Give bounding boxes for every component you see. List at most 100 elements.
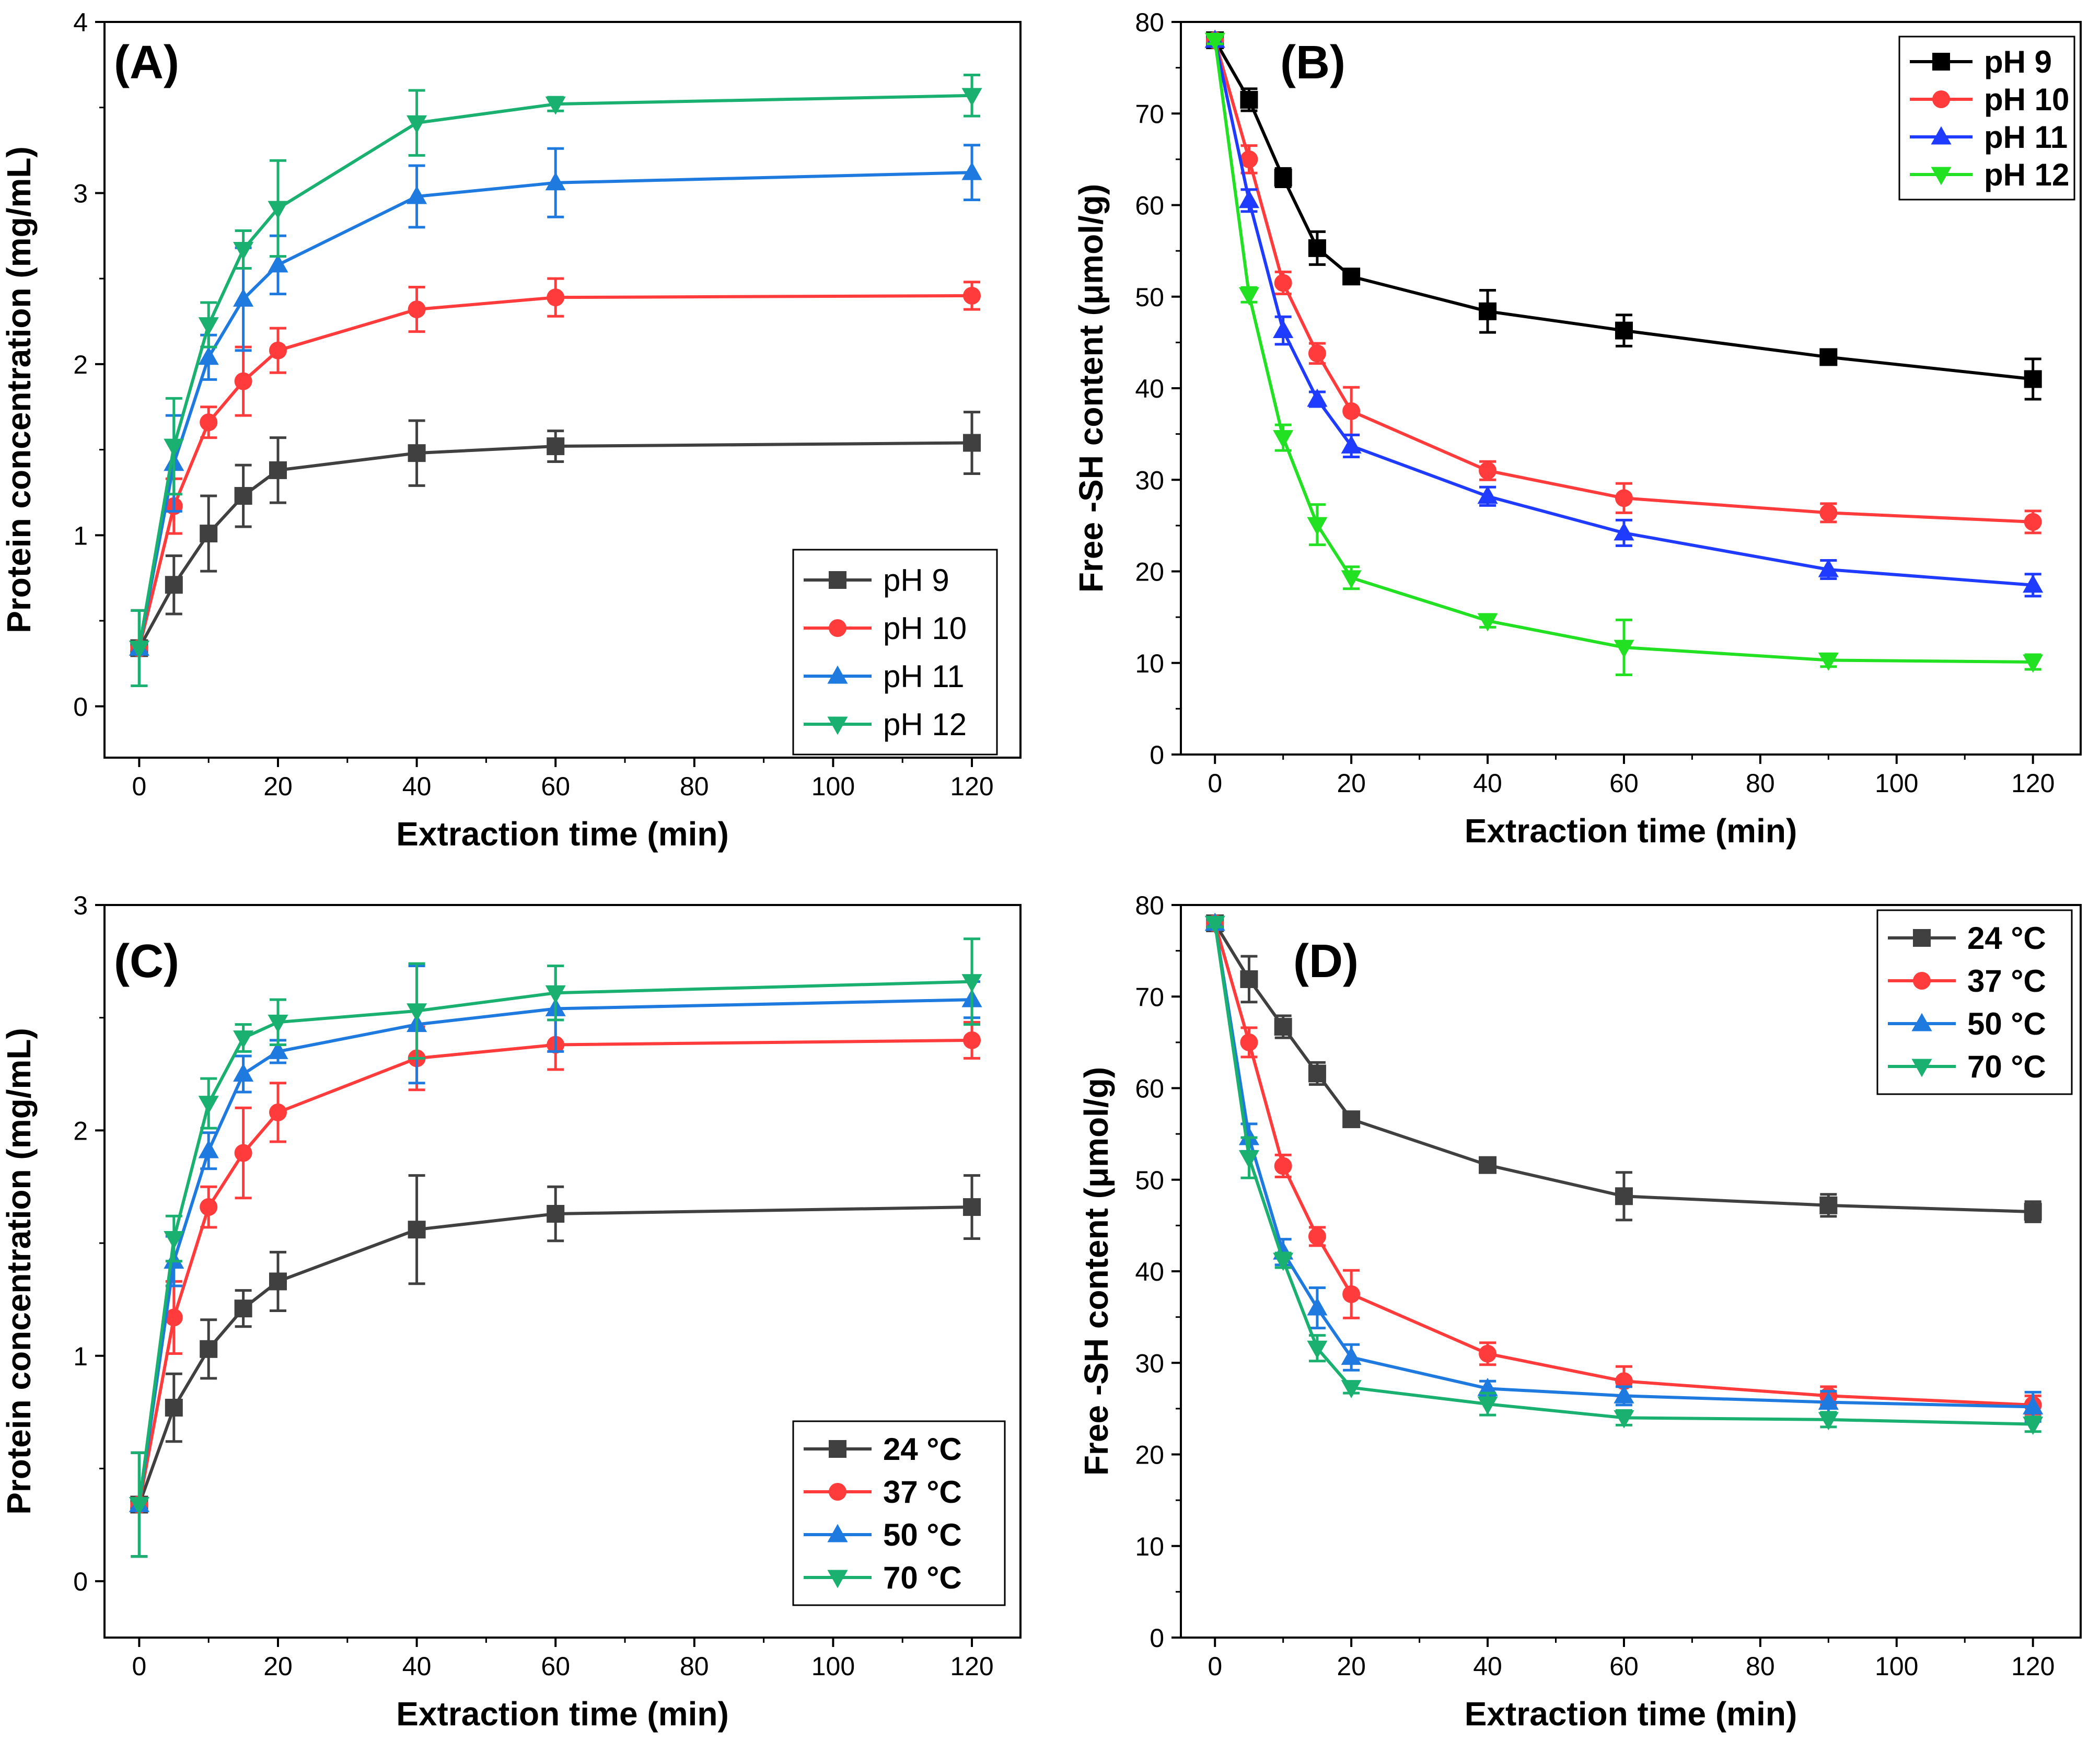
y-axis-title: Protein concentration (mg/mL): [0, 146, 38, 633]
data-point: [545, 985, 566, 1004]
legend-marker: [1932, 53, 1950, 71]
chart-panel-c: 0 20 40 60 80 100 120 0 1 2 3 Extraction time (min)…: [0, 891, 1022, 1733]
data-point: [1819, 1196, 1838, 1214]
x-tick-label: 20: [1337, 769, 1366, 798]
x-tick-label: 0: [132, 772, 146, 801]
legend-label: 70 °C: [883, 1560, 962, 1595]
y-tick-label: 80: [1135, 8, 1164, 37]
data-point: [1308, 239, 1326, 257]
data-point: [1273, 1252, 1294, 1271]
x-tick-label: 40: [402, 1652, 432, 1681]
data-point: [1342, 1110, 1361, 1129]
data-point: [407, 1003, 427, 1022]
legend-box: [792, 1420, 1006, 1606]
y-tick-label: 20: [1135, 558, 1164, 587]
series-line: [137, 1038, 972, 1505]
legend-marker: [829, 571, 846, 589]
data-point: [407, 185, 427, 204]
data-point: [200, 525, 218, 543]
legend-marker: [829, 619, 846, 637]
x-tick-label: 120: [2011, 1652, 2055, 1681]
data-point: [963, 434, 981, 452]
data-point: [1238, 1150, 1260, 1169]
series-ph-12: [1204, 32, 2044, 677]
x-tick-label: 100: [1875, 769, 1918, 798]
data-point: [1479, 1156, 1497, 1174]
y-axis-title: Free -SH content (μmol/g): [1077, 1067, 1115, 1476]
series-ph-12: [129, 74, 982, 687]
x-tick-label: 20: [263, 1652, 293, 1681]
data-point: [1238, 1127, 1260, 1145]
data-point: [1274, 168, 1292, 187]
legend: 24 °C 37 °C 50 °C 70 °C: [792, 1420, 1006, 1606]
legend-marker: [1931, 167, 1952, 185]
data-point: [1479, 302, 1497, 320]
legend-label: 24 °C: [1967, 921, 2046, 956]
data-point: [233, 1030, 254, 1049]
x-tick-label: 100: [1875, 1652, 1918, 1681]
x-tick-label: 40: [1473, 769, 1502, 798]
legend-label: 70 °C: [1967, 1049, 2046, 1084]
data-point: [198, 346, 219, 365]
legend-marker: [1913, 929, 1931, 947]
x-axis-title: Extraction time (min): [1465, 812, 1797, 850]
data-point: [269, 1272, 287, 1291]
panel-label: (A): [114, 37, 179, 89]
data-point: [547, 1204, 565, 1223]
legend-label: pH 12: [1984, 157, 2069, 192]
x-tick-label: 80: [1746, 769, 1775, 798]
data-point: [1274, 274, 1292, 292]
data-point: [2024, 370, 2042, 388]
y-tick-label: 2: [73, 1116, 88, 1145]
legend-box: [1898, 36, 2075, 201]
legend-label: 50 °C: [883, 1517, 962, 1552]
data-point: [1307, 388, 1328, 407]
data-point: [198, 1096, 219, 1115]
y-tick-label: 0: [73, 1567, 88, 1596]
data-point: [129, 1497, 149, 1515]
legend-label: 24 °C: [883, 1432, 962, 1467]
data-point: [2023, 574, 2044, 593]
panel-label: (B): [1280, 37, 1345, 89]
data-point: [233, 288, 254, 307]
data-point: [1274, 1157, 1292, 1175]
data-point: [1477, 1377, 1498, 1396]
data-point: [269, 341, 287, 359]
data-point: [1342, 268, 1361, 286]
legend-label: pH 10: [883, 611, 967, 646]
x-tick-label: 60: [1609, 1652, 1639, 1681]
data-point: [1819, 504, 1838, 522]
data-point: [164, 438, 184, 457]
y-tick-label: 1: [73, 521, 88, 550]
data-point: [408, 300, 426, 319]
panel-label: (D): [1293, 935, 1359, 988]
data-point: [268, 201, 288, 219]
data-point: [1273, 320, 1294, 339]
x-tick-label: 0: [132, 1652, 146, 1681]
x-tick-label: 60: [541, 772, 570, 801]
data-point: [1479, 461, 1497, 480]
data-point: [200, 1198, 218, 1216]
series-70-c: [1204, 915, 2044, 1435]
data-point: [1240, 970, 1258, 988]
legend-marker: [827, 1524, 848, 1542]
data-point: [1341, 570, 1362, 589]
data-point: [233, 242, 254, 260]
x-tick-label: 20: [1337, 1652, 1366, 1681]
legend-box: [1876, 909, 2073, 1095]
chart-panel-d: 0 20 40 60 80 100 120 0 10 20 30 40 50 60 70 80 Extracti…: [1077, 891, 2082, 1733]
legend-label: pH 11: [883, 659, 965, 694]
data-point: [547, 437, 565, 456]
data-point: [129, 640, 149, 659]
y-tick-label: 2: [73, 350, 88, 379]
data-point: [1238, 190, 1260, 208]
data-point: [268, 1041, 288, 1059]
legend-box: [792, 549, 998, 756]
data-point: [1818, 1412, 1839, 1431]
y-tick-label: 10: [1135, 1532, 1164, 1561]
series-line: [137, 94, 972, 648]
data-point: [963, 1198, 981, 1216]
